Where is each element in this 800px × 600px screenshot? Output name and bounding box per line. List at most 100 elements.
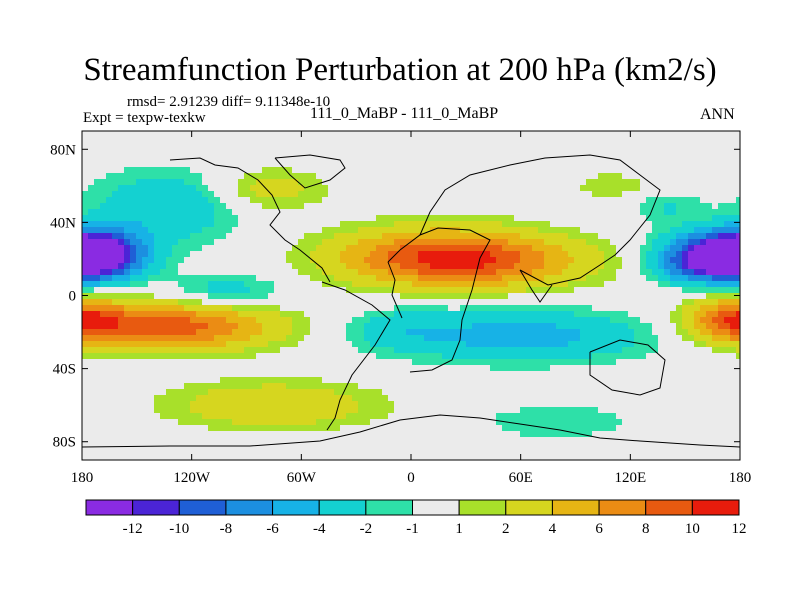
- field-cell: [364, 395, 370, 401]
- field-cell: [136, 311, 142, 317]
- field-cell: [310, 269, 316, 275]
- field-cell: [268, 317, 274, 323]
- field-cell: [550, 413, 556, 419]
- field-cell: [712, 251, 718, 257]
- field-cell: [238, 281, 244, 287]
- field-cell: [100, 263, 106, 269]
- field-cell: [214, 407, 220, 413]
- field-cell: [106, 191, 112, 197]
- field-cell: [682, 335, 688, 341]
- field-cell: [256, 305, 262, 311]
- field-cell: [292, 203, 298, 209]
- field-cell: [262, 329, 268, 335]
- field-cell: [646, 347, 652, 353]
- field-cell: [694, 221, 700, 227]
- field-cell: [376, 257, 382, 263]
- field-cell: [208, 287, 214, 293]
- field-cell: [190, 419, 196, 425]
- field-cell: [676, 215, 682, 221]
- field-cell: [346, 383, 352, 389]
- field-cell: [94, 329, 100, 335]
- field-cell: [490, 305, 496, 311]
- field-cell: [136, 293, 142, 299]
- field-cell: [112, 323, 118, 329]
- field-cell: [592, 275, 598, 281]
- field-cell: [172, 401, 178, 407]
- field-cell: [472, 329, 478, 335]
- field-cell: [730, 209, 736, 215]
- field-cell: [712, 347, 718, 353]
- field-cell: [712, 299, 718, 305]
- field-cell: [160, 191, 166, 197]
- field-cell: [508, 413, 514, 419]
- field-cell: [568, 347, 574, 353]
- field-cell: [106, 233, 112, 239]
- field-cell: [196, 275, 202, 281]
- field-cell: [274, 377, 280, 383]
- field-cell: [274, 419, 280, 425]
- field-cell: [184, 305, 190, 311]
- field-cell: [736, 341, 740, 347]
- field-cell: [352, 401, 358, 407]
- field-cell: [220, 275, 226, 281]
- field-cell: [166, 209, 172, 215]
- field-cell: [334, 419, 340, 425]
- field-cell: [424, 221, 430, 227]
- field-cell: [112, 179, 118, 185]
- field-cell: [442, 275, 448, 281]
- field-cell: [196, 329, 202, 335]
- field-cell: [376, 413, 382, 419]
- field-cell: [460, 215, 466, 221]
- field-cell: [184, 227, 190, 233]
- field-cell: [412, 269, 418, 275]
- field-cell: [256, 377, 262, 383]
- field-cell: [160, 257, 166, 263]
- field-cell: [94, 221, 100, 227]
- field-cell: [496, 251, 502, 257]
- field-cell: [160, 245, 166, 251]
- field-cell: [220, 413, 226, 419]
- field-cell: [700, 269, 706, 275]
- field-cell: [616, 317, 622, 323]
- field-cell: [148, 197, 154, 203]
- field-cell: [202, 419, 208, 425]
- field-cell: [178, 179, 184, 185]
- field-cell: [160, 317, 166, 323]
- field-cell: [322, 419, 328, 425]
- field-cell: [292, 263, 298, 269]
- field-cell: [280, 401, 286, 407]
- field-cell: [622, 185, 628, 191]
- field-cell: [682, 251, 688, 257]
- field-cell: [484, 239, 490, 245]
- field-cell: [562, 311, 568, 317]
- field-cell: [160, 353, 166, 359]
- field-cell: [124, 227, 130, 233]
- field-cell: [112, 251, 118, 257]
- field-cell: [268, 287, 274, 293]
- field-cell: [118, 191, 124, 197]
- field-cell: [274, 389, 280, 395]
- field-cell: [322, 263, 328, 269]
- field-cell: [706, 317, 712, 323]
- field-cell: [226, 317, 232, 323]
- field-cell: [400, 263, 406, 269]
- field-cell: [250, 383, 256, 389]
- field-cell: [520, 359, 526, 365]
- field-cell: [688, 257, 694, 263]
- field-cell: [88, 191, 94, 197]
- field-cell: [154, 221, 160, 227]
- field-cell: [208, 335, 214, 341]
- field-cell: [226, 341, 232, 347]
- field-cell: [118, 251, 124, 257]
- field-cell: [358, 227, 364, 233]
- field-cell: [694, 311, 700, 317]
- field-cell: [118, 233, 124, 239]
- field-cell: [496, 245, 502, 251]
- field-cell: [214, 281, 220, 287]
- field-cell: [268, 347, 274, 353]
- field-cell: [328, 383, 334, 389]
- field-cell: [298, 197, 304, 203]
- field-cell: [616, 419, 622, 425]
- field-cell: [190, 215, 196, 221]
- field-cell: [172, 275, 178, 281]
